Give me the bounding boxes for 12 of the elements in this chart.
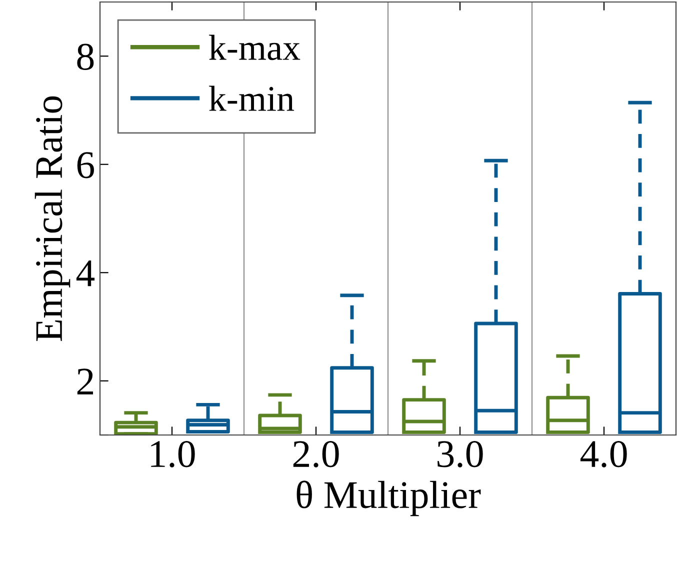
legend-label: k-max — [209, 34, 300, 60]
x-tick-label: 1.0 — [151, 440, 195, 468]
x-axis-title: θ Multiplier — [296, 480, 481, 516]
x-tick-label: 2.0 — [293, 440, 339, 468]
x-tick-label: 4.0 — [580, 440, 627, 468]
y-tick-label: 2 — [77, 368, 93, 394]
y-axis-title: Empirical Ratio — [34, 96, 70, 342]
y-tick-label: 6 — [77, 152, 94, 178]
legend-label: k-min — [209, 86, 294, 111]
y-tick-label: 4 — [76, 260, 95, 286]
y-tick-label: 8 — [77, 44, 94, 70]
x-tick-label: 3.0 — [438, 440, 483, 468]
